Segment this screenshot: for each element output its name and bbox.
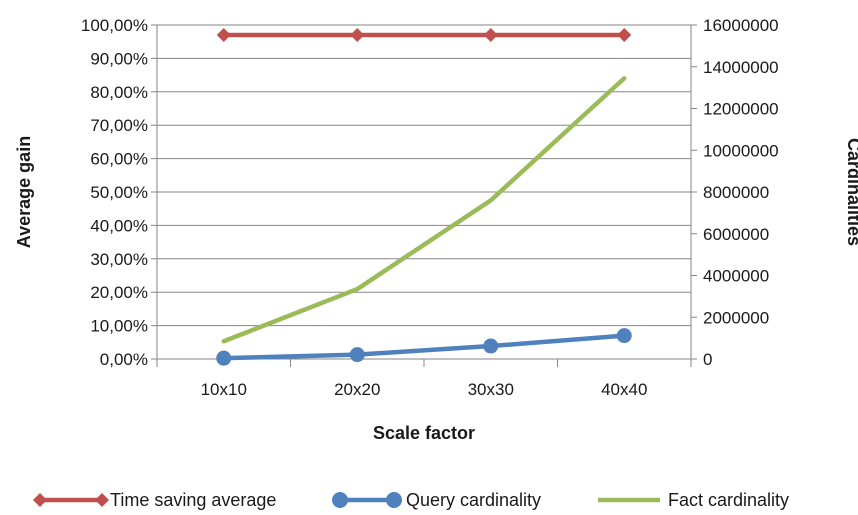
y-tick-label: 10,00% bbox=[90, 317, 148, 336]
legend-label: Query cardinality bbox=[406, 490, 541, 510]
y-tick-label: 50,00% bbox=[90, 183, 148, 202]
gridlines bbox=[157, 24, 691, 327]
data-point bbox=[616, 328, 632, 344]
x-tick-label: 10x10 bbox=[201, 380, 247, 399]
x-axis-title: Scale factor bbox=[373, 423, 475, 443]
data-point bbox=[617, 28, 632, 43]
y-tick-label: 0,00% bbox=[100, 350, 148, 369]
x-axis-ticks: 10x10 20x20 30x30 40x40 bbox=[156, 359, 692, 399]
legend-item: Time saving average bbox=[33, 490, 276, 510]
series-line bbox=[221, 75, 627, 344]
left-axis-ticks: 0,00% 10,00% 20,00% 30,00% 40,00% 50,00% 60,00… bbox=[81, 16, 157, 369]
legend-item: Query cardinality bbox=[332, 490, 541, 510]
data-point bbox=[216, 350, 232, 366]
series-query-cardinality bbox=[216, 328, 632, 366]
y2-tick-label: 14000000 bbox=[703, 58, 779, 77]
y2-axis-title: Cardinalities bbox=[844, 138, 858, 246]
legend-marker bbox=[33, 493, 47, 507]
right-axis-ticks: 0 2000000 4000000 6000000 8000000 10000000 120… bbox=[691, 16, 779, 369]
y2-tick-label: 2000000 bbox=[703, 308, 769, 327]
y2-tick-label: 10000000 bbox=[703, 141, 779, 160]
legend-marker bbox=[332, 492, 348, 508]
x-tick-label: 40x40 bbox=[601, 380, 647, 399]
series-fact-cardinality bbox=[221, 75, 627, 344]
legend-label: Fact cardinality bbox=[668, 490, 789, 510]
x-tick-label: 30x30 bbox=[468, 380, 514, 399]
y-tick-label: 20,00% bbox=[90, 283, 148, 302]
y2-tick-label: 4000000 bbox=[703, 267, 769, 286]
legend-label: Time saving average bbox=[110, 490, 276, 510]
series-time-saving-average bbox=[216, 28, 632, 43]
data-point bbox=[216, 28, 231, 43]
y-tick-label: 40,00% bbox=[90, 216, 148, 235]
data-point bbox=[349, 347, 365, 363]
y-tick-label: 80,00% bbox=[90, 83, 148, 102]
legend: Time saving average Query cardinality Fact… bbox=[33, 490, 789, 510]
y2-tick-label: 6000000 bbox=[703, 225, 769, 244]
y-tick-label: 90,00% bbox=[90, 49, 148, 68]
y2-tick-label: 16000000 bbox=[703, 16, 779, 35]
legend-marker bbox=[386, 492, 402, 508]
y-tick-label: 30,00% bbox=[90, 250, 148, 269]
y2-tick-label: 0 bbox=[703, 350, 712, 369]
y2-tick-label: 8000000 bbox=[703, 183, 769, 202]
legend-marker bbox=[95, 493, 109, 507]
y-tick-label: 100,00% bbox=[81, 16, 148, 35]
y-tick-label: 60,00% bbox=[90, 150, 148, 169]
y2-tick-label: 12000000 bbox=[703, 100, 779, 119]
legend-item: Fact cardinality bbox=[598, 490, 789, 510]
y-axis-title: Average gain bbox=[14, 136, 34, 248]
series-group bbox=[216, 28, 632, 366]
x-tick-label: 20x20 bbox=[334, 380, 380, 399]
y-tick-label: 70,00% bbox=[90, 116, 148, 135]
data-point bbox=[483, 28, 498, 43]
data-point bbox=[350, 28, 365, 43]
data-point bbox=[483, 338, 499, 354]
series-line bbox=[221, 333, 627, 361]
